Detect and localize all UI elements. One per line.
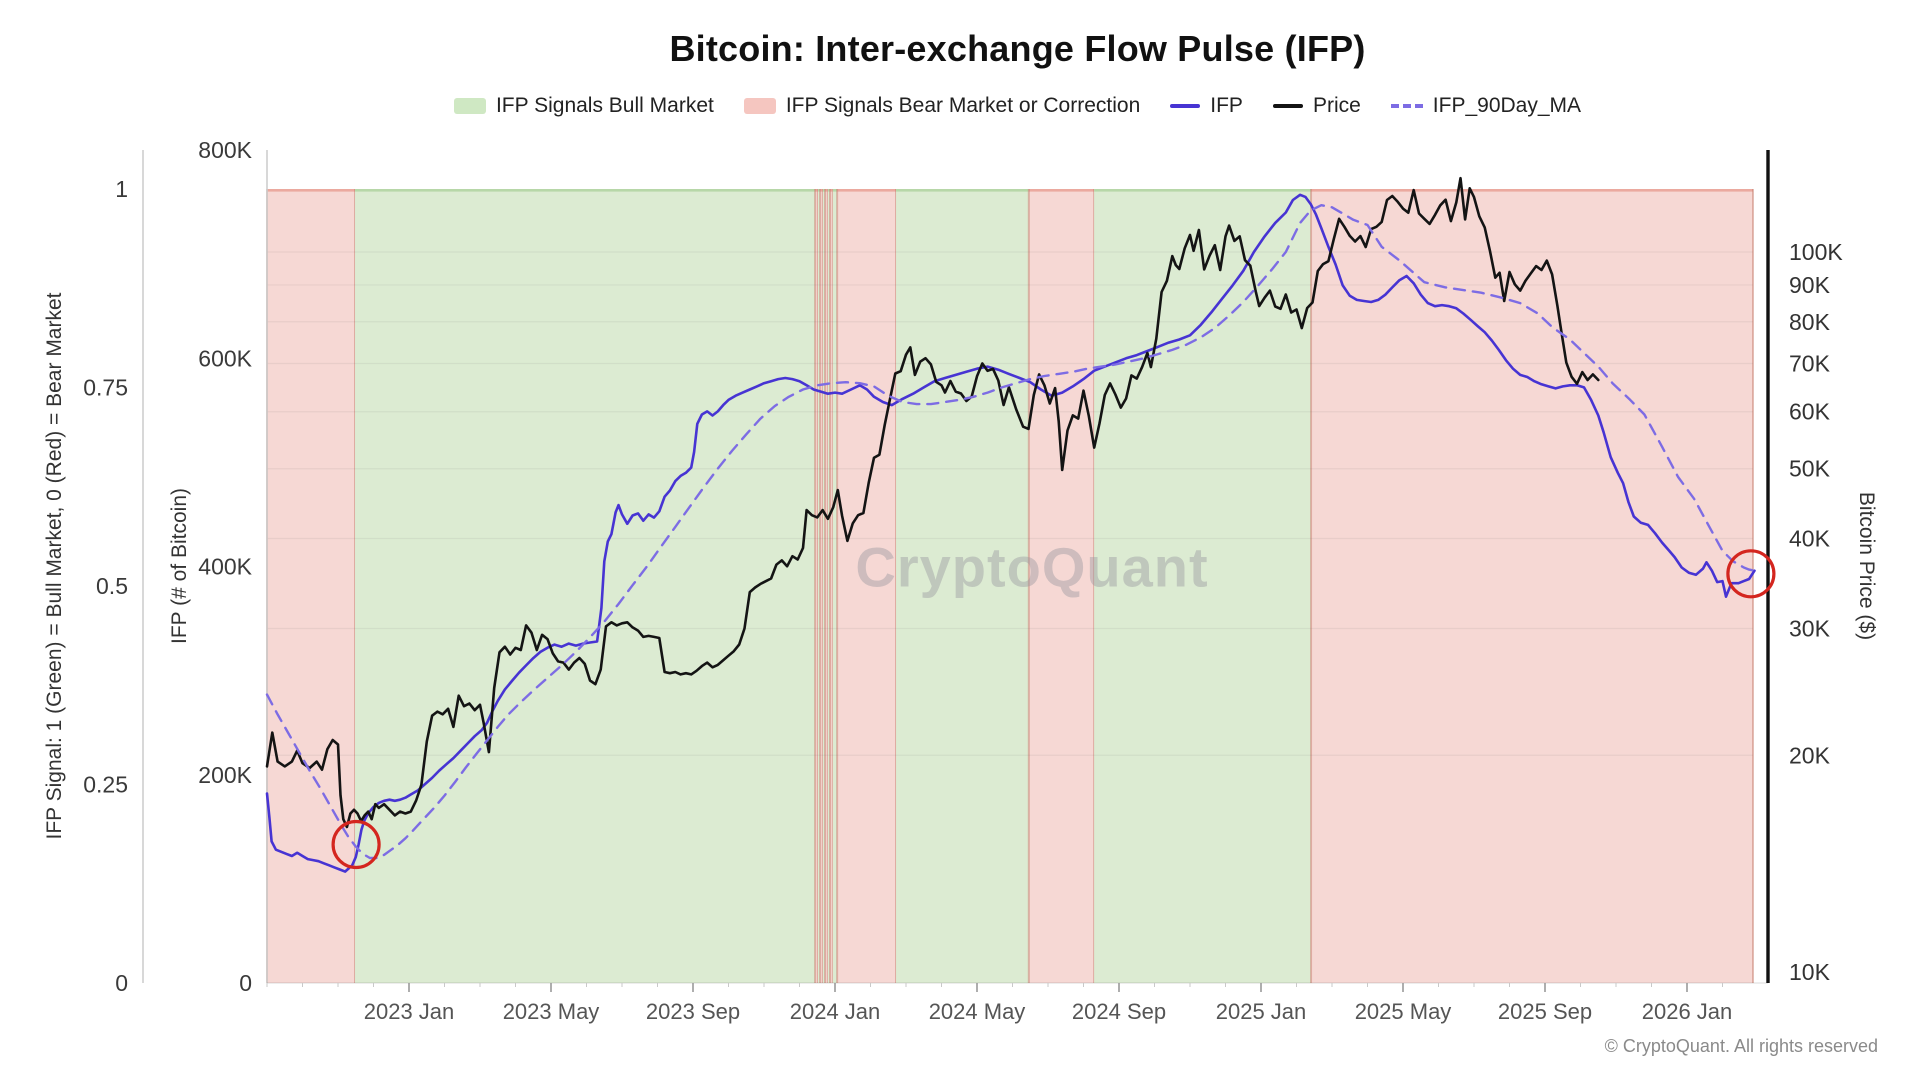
bear-band	[1028, 189, 1095, 983]
series-ifp_90day_ma	[265, 203, 1756, 860]
band-top-edge	[896, 189, 1029, 192]
bear-band	[830, 189, 833, 983]
bull-band	[817, 189, 821, 983]
price-tick-label: 50K	[1789, 456, 1831, 482]
copyright-note: © CryptoQuant. All rights reserved	[1604, 1036, 1878, 1056]
band-top-edge	[1094, 189, 1312, 192]
price-tick-label: 10K	[1789, 959, 1831, 985]
ifp-tick-label: 0	[239, 970, 252, 996]
bear-band	[820, 189, 823, 983]
bear-band	[837, 189, 897, 983]
signal-cross-circle	[331, 819, 381, 870]
legend-item-bull-band[interactable]: IFP Signals Bull Market	[453, 94, 714, 118]
x-axis-tick-label: 2023 May	[503, 999, 600, 1024]
ifp-tick-label: 600K	[198, 345, 252, 371]
series-ifp	[265, 193, 1756, 873]
legend-label: Price	[1312, 94, 1361, 117]
band-top-edge	[267, 189, 356, 192]
x-axis-tick-label: 2023 Jan	[364, 999, 455, 1024]
price-tick-label: 40K	[1789, 526, 1831, 552]
bull-band-swatch-icon	[453, 98, 486, 114]
signal-cross-circle	[1726, 549, 1776, 599]
bull-band	[822, 189, 826, 983]
band-top-edge	[827, 189, 831, 192]
band-top-edge	[822, 189, 826, 192]
x-axis-tick-label: 2024 Sep	[1072, 999, 1166, 1024]
signal-tick-label: 0	[115, 970, 128, 996]
gridlines-layer	[267, 251, 1753, 756]
price-tick-label: 30K	[1789, 615, 1831, 641]
price-tick-label: 60K	[1789, 399, 1831, 425]
ifp-axis-title: IFP (# of Bitcoin)	[168, 487, 191, 645]
price-line-swatch-icon	[1272, 104, 1303, 108]
legend-label: IFP Signals Bear Market or Correction	[785, 94, 1141, 117]
legend-label: IFP	[1210, 94, 1243, 117]
chart-legend: IFP Signals Bull Market IFP Signals Bear…	[267, 94, 1768, 118]
price-tick-label: 20K	[1789, 742, 1831, 768]
signal-tick-label: 0.5	[96, 573, 128, 599]
ifp-tick-label: 400K	[198, 554, 252, 580]
signal-axis-title: IFP Signal: 1 (Green) = Bull Market, 0 (…	[43, 292, 66, 840]
band-top-edge	[1311, 189, 1753, 192]
band-top-edge	[830, 189, 833, 192]
bull-band	[355, 189, 816, 983]
x-axis-tick-label: 2026 Jan	[1642, 999, 1733, 1024]
legend-item-ma[interactable]: IFP_90Day_MA	[1390, 94, 1582, 118]
band-top-edge	[832, 189, 838, 192]
bull-band	[896, 189, 1029, 983]
band-top-edge	[355, 189, 816, 192]
annotations-layer	[331, 549, 1776, 870]
bear-band-swatch-icon	[743, 98, 776, 114]
price-tick-label: 100K	[1789, 239, 1843, 265]
legend-item-ifp[interactable]: IFP	[1170, 94, 1243, 118]
series-layer	[265, 176, 1756, 873]
ifp-tick-label: 200K	[198, 762, 252, 788]
band-top-edge	[820, 189, 823, 192]
bear-band	[825, 189, 828, 983]
band-top-edge	[817, 189, 821, 192]
ifp-tick-label: 800K	[198, 137, 252, 163]
page-title: Bitcoin: Inter-exchange Flow Pulse (IFP)	[669, 28, 1366, 69]
ma-line-swatch-icon	[1390, 104, 1423, 108]
legend-item-price[interactable]: Price	[1272, 94, 1361, 118]
x-axis-tick-label: 2025 Jan	[1216, 999, 1307, 1024]
bear-band	[815, 189, 818, 983]
bear-band	[1311, 189, 1753, 983]
bull-band	[832, 189, 838, 983]
x-axis-tick-label: 2024 Jan	[790, 999, 881, 1024]
signal-tick-label: 0.75	[83, 375, 128, 401]
price-axis-title: Bitcoin Price ($)	[1855, 491, 1878, 641]
axes-layer: 1 0.75 0.5 0.25 0 800K 600K 400K 200K 0 100K 90K 80K…	[83, 137, 1843, 1024]
band-top-edge	[825, 189, 828, 192]
x-axis-tick-label: 2025 May	[1355, 999, 1452, 1024]
legend-item-bear-band[interactable]: IFP Signals Bear Market or Correction	[743, 94, 1141, 118]
x-axis-tick-label: 2025 Sep	[1498, 999, 1592, 1024]
x-axis-tick-label: 2023 Sep	[646, 999, 740, 1024]
band-top-edge	[1028, 189, 1095, 192]
price-tick-label: 80K	[1789, 309, 1831, 335]
ifp-line-swatch-icon	[1170, 104, 1201, 108]
price-tick-label: 70K	[1789, 351, 1831, 377]
legend-label: IFP_90Day_MA	[1432, 94, 1582, 117]
cryptoquant-watermark: CryptoQuant	[855, 535, 1209, 599]
price-tick-label: 90K	[1789, 272, 1831, 298]
band-top-edge	[837, 189, 897, 192]
series-price	[265, 176, 1600, 829]
signal-tick-label: 1	[115, 176, 128, 202]
x-axis-tick-label: 2024 May	[929, 999, 1026, 1024]
band-top-edge	[815, 189, 818, 192]
legend-label: IFP Signals Bull Market	[495, 94, 714, 117]
signal-bands-layer	[266, 189, 1754, 983]
bull-band	[827, 189, 831, 983]
signal-tick-label: 0.25	[83, 772, 128, 798]
